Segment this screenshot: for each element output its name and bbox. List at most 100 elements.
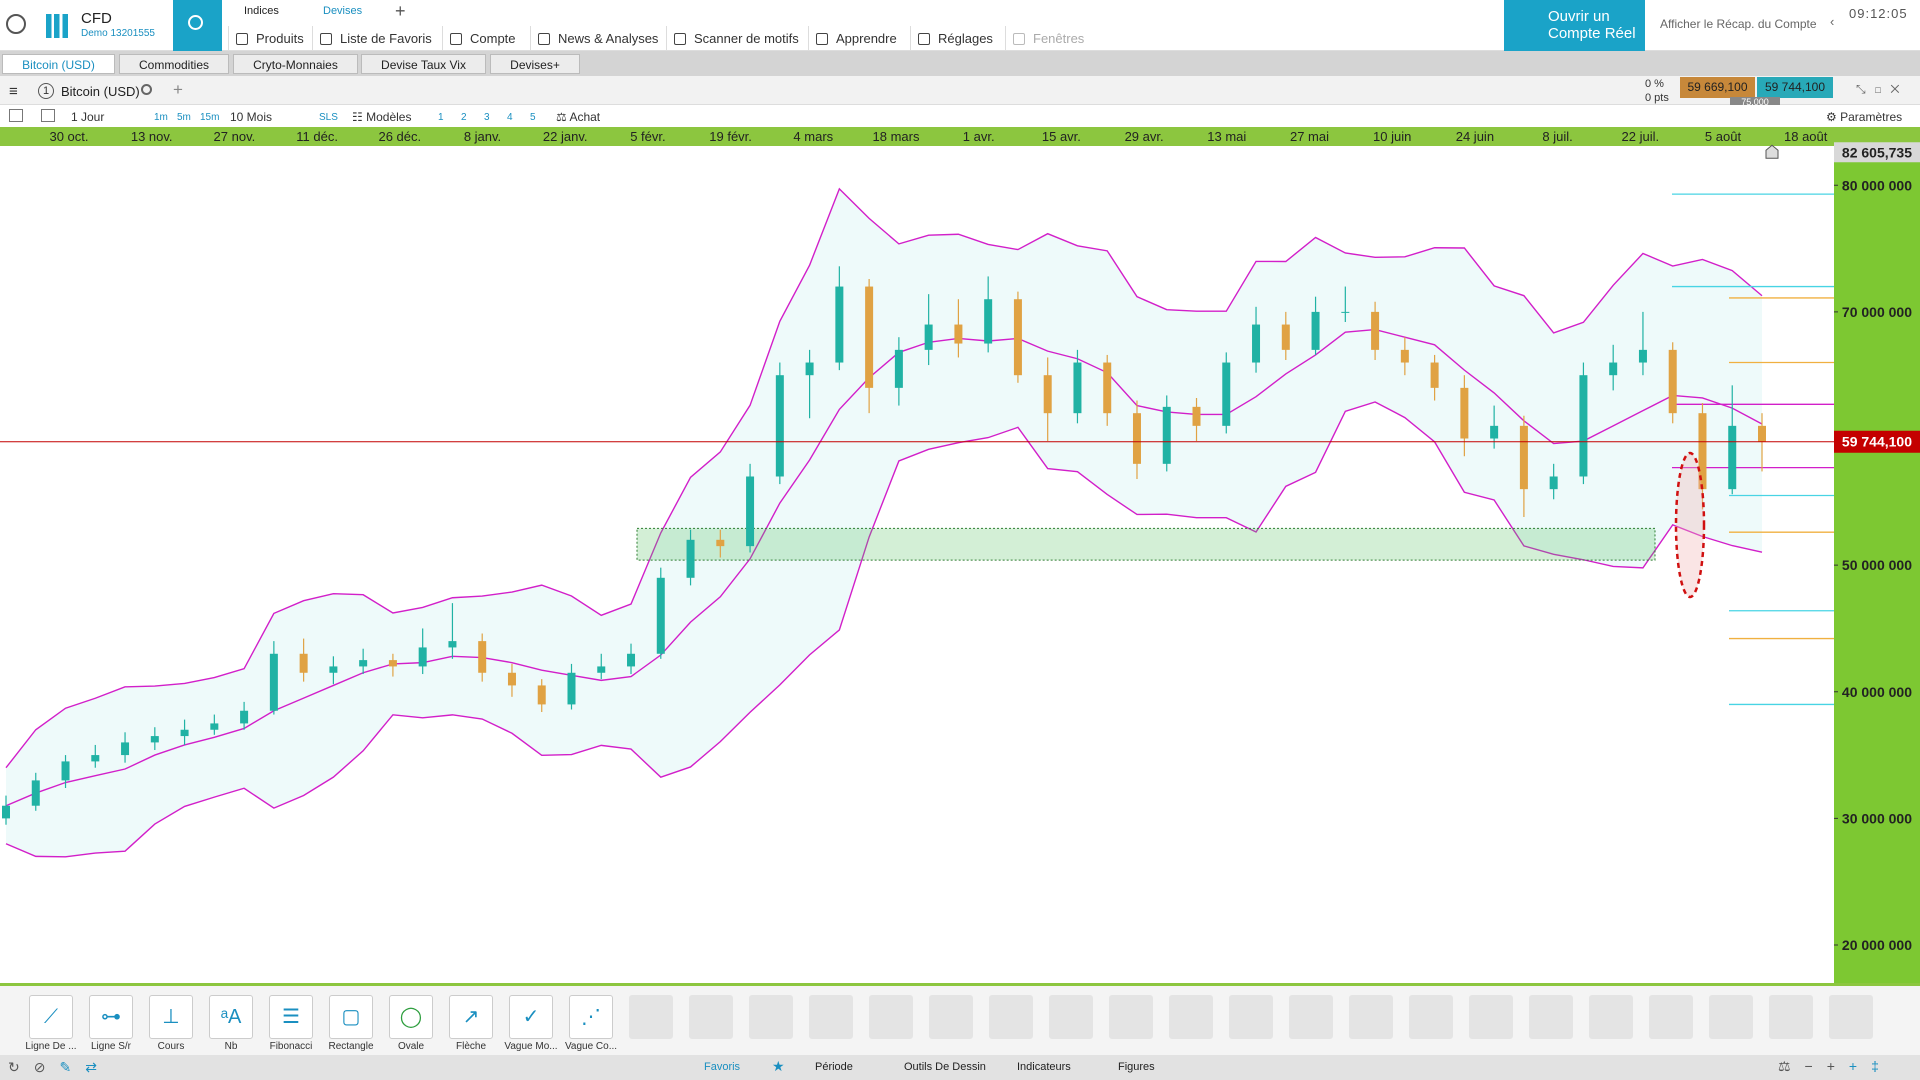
panel-icon[interactable] xyxy=(9,109,23,122)
watchlist-tab[interactable]: Cryto-Monnaies xyxy=(233,54,358,74)
layout-number[interactable]: 1 xyxy=(438,112,444,123)
support-zone xyxy=(636,527,1656,561)
empty-tool-slot xyxy=(1229,995,1273,1039)
candle-body xyxy=(1013,299,1022,376)
candle-body xyxy=(1460,387,1469,439)
bottom-tab[interactable]: Indicateurs xyxy=(1017,1061,1071,1073)
empty-tool-slot xyxy=(1109,995,1153,1039)
watchlist-tab[interactable]: Devises+ xyxy=(490,54,580,74)
drawing-tool[interactable]: ☰ xyxy=(269,995,313,1039)
menu-item[interactable]: Réglages xyxy=(938,31,993,46)
header-tab[interactable]: Devises xyxy=(323,5,363,17)
bottom-icons[interactable]: ↻⊘✎⇄ xyxy=(8,1059,111,1075)
drawing-tool[interactable]: ◯ xyxy=(389,995,433,1039)
menu-item[interactable]: News & Analyses xyxy=(558,31,659,46)
window-controls[interactable]: ⤡◻✕ xyxy=(1856,82,1909,96)
drawing-tool[interactable]: ↗ xyxy=(449,995,493,1039)
candle-body xyxy=(537,685,546,705)
interval[interactable]: 1 Jour xyxy=(71,110,105,124)
x-tick-label: 13 nov. xyxy=(131,129,173,144)
menu-item[interactable]: Scanner de motifs xyxy=(694,31,799,46)
drawing-tool[interactable]: ✓ xyxy=(509,995,553,1039)
band-fill xyxy=(6,188,1762,857)
x-tick-label: 27 nov. xyxy=(214,129,256,144)
candle-body xyxy=(31,780,40,806)
add-instrument[interactable]: + xyxy=(173,80,183,99)
bottom-tab[interactable]: Favoris xyxy=(704,1061,741,1073)
sls[interactable]: SLS xyxy=(319,112,338,123)
watchlist-tab[interactable]: Commodities xyxy=(119,54,229,74)
menu-item[interactable]: Fenêtres xyxy=(1033,31,1085,46)
drawing-tool[interactable]: ⊥ xyxy=(149,995,193,1039)
drawing-tool[interactable]: ▢ xyxy=(329,995,373,1039)
candle-body xyxy=(746,476,755,547)
menu-item[interactable]: Apprendre xyxy=(836,31,897,46)
bid-price[interactable]: 59 669,100 xyxy=(1680,77,1755,98)
layout-number[interactable]: 5 xyxy=(530,112,536,123)
x-tick-label: 5 févr. xyxy=(630,129,665,144)
range[interactable]: 10 Mois xyxy=(230,110,273,124)
order[interactable]: ⚖ Achat xyxy=(556,110,601,124)
add-tab[interactable]: + xyxy=(395,1,406,21)
recap-link[interactable]: Afficher le Récap. du Compte xyxy=(1660,17,1817,31)
menu-icon xyxy=(538,33,550,45)
x-tick-label: 10 juin xyxy=(1373,129,1411,144)
instrument-search[interactable] xyxy=(141,84,152,95)
collapse-arrow[interactable]: ‹ xyxy=(1830,14,1835,29)
menu-icon[interactable]: ≡ xyxy=(9,83,18,100)
x-tick-label: 18 mars xyxy=(873,129,920,144)
menu-item[interactable]: Liste de Favoris xyxy=(340,31,432,46)
candle-body xyxy=(894,349,903,388)
menu-item[interactable]: Compte xyxy=(470,31,516,46)
layout-number[interactable]: 2 xyxy=(461,112,467,123)
drawing-tool[interactable]: ⟋ xyxy=(29,995,73,1039)
zoom-controls[interactable]: ⚖−++‡ xyxy=(1778,1058,1893,1074)
templates[interactable]: ☷ Modèles xyxy=(352,110,412,124)
candle-body xyxy=(1222,362,1231,426)
candle-body xyxy=(924,324,933,350)
header-tab[interactable]: Indices xyxy=(244,5,279,17)
period[interactable]: 1m xyxy=(154,112,168,123)
ask-price[interactable]: 59 744,100 xyxy=(1757,77,1833,98)
x-tick-label: 5 août xyxy=(1705,129,1742,144)
candle-body xyxy=(1698,413,1707,490)
layout-number[interactable]: 4 xyxy=(507,112,513,123)
user-icon[interactable] xyxy=(6,14,26,34)
watchlist-tab[interactable]: Devise Taux Vix xyxy=(361,54,486,74)
tool-label: Fibonacci xyxy=(269,1041,313,1052)
candle-body xyxy=(1341,311,1350,313)
layout-number[interactable]: 3 xyxy=(484,112,490,123)
search-button[interactable] xyxy=(173,0,222,51)
layout-icon[interactable] xyxy=(41,109,55,122)
settings[interactable]: ⚙ Paramètres xyxy=(1826,110,1903,124)
candle-body xyxy=(865,286,874,388)
y-tick-label: 50 000 000 xyxy=(1842,557,1912,573)
tool-label: Ligne De ... xyxy=(25,1041,77,1052)
drawing-tool[interactable]: ᵃA xyxy=(209,995,253,1039)
y-tick-label: 20 000 000 xyxy=(1842,937,1912,953)
candle-body xyxy=(180,729,189,737)
drawing-tool[interactable]: ⊶ xyxy=(89,995,133,1039)
open-account-button[interactable]: Ouvrir un Compte Réel xyxy=(1504,0,1645,51)
period[interactable]: 15m xyxy=(200,112,220,123)
candle-body xyxy=(835,286,844,363)
favorite-star[interactable]: ★ xyxy=(772,1058,785,1074)
candle-body xyxy=(1519,425,1528,490)
candle-body xyxy=(359,660,368,667)
menu-icon xyxy=(1013,33,1025,45)
candle-body xyxy=(91,755,100,762)
bottom-tab[interactable]: Figures xyxy=(1118,1061,1155,1073)
tool-label: Ligne S/r xyxy=(90,1041,132,1052)
drawing-tool[interactable]: ⋰ xyxy=(569,995,613,1039)
candle-body xyxy=(597,666,606,673)
menu-item[interactable]: Produits xyxy=(256,31,304,46)
date-strip xyxy=(0,127,1920,146)
period[interactable]: 5m xyxy=(177,112,191,123)
watchlist-tab[interactable]: Bitcoin (USD) xyxy=(2,54,115,74)
price-axis xyxy=(1834,146,1920,983)
bottom-tab[interactable]: Outils De Dessin xyxy=(904,1061,986,1073)
bottom-tab[interactable]: Période xyxy=(815,1061,853,1073)
brand: CFD xyxy=(81,10,112,27)
candle-body xyxy=(716,539,725,547)
